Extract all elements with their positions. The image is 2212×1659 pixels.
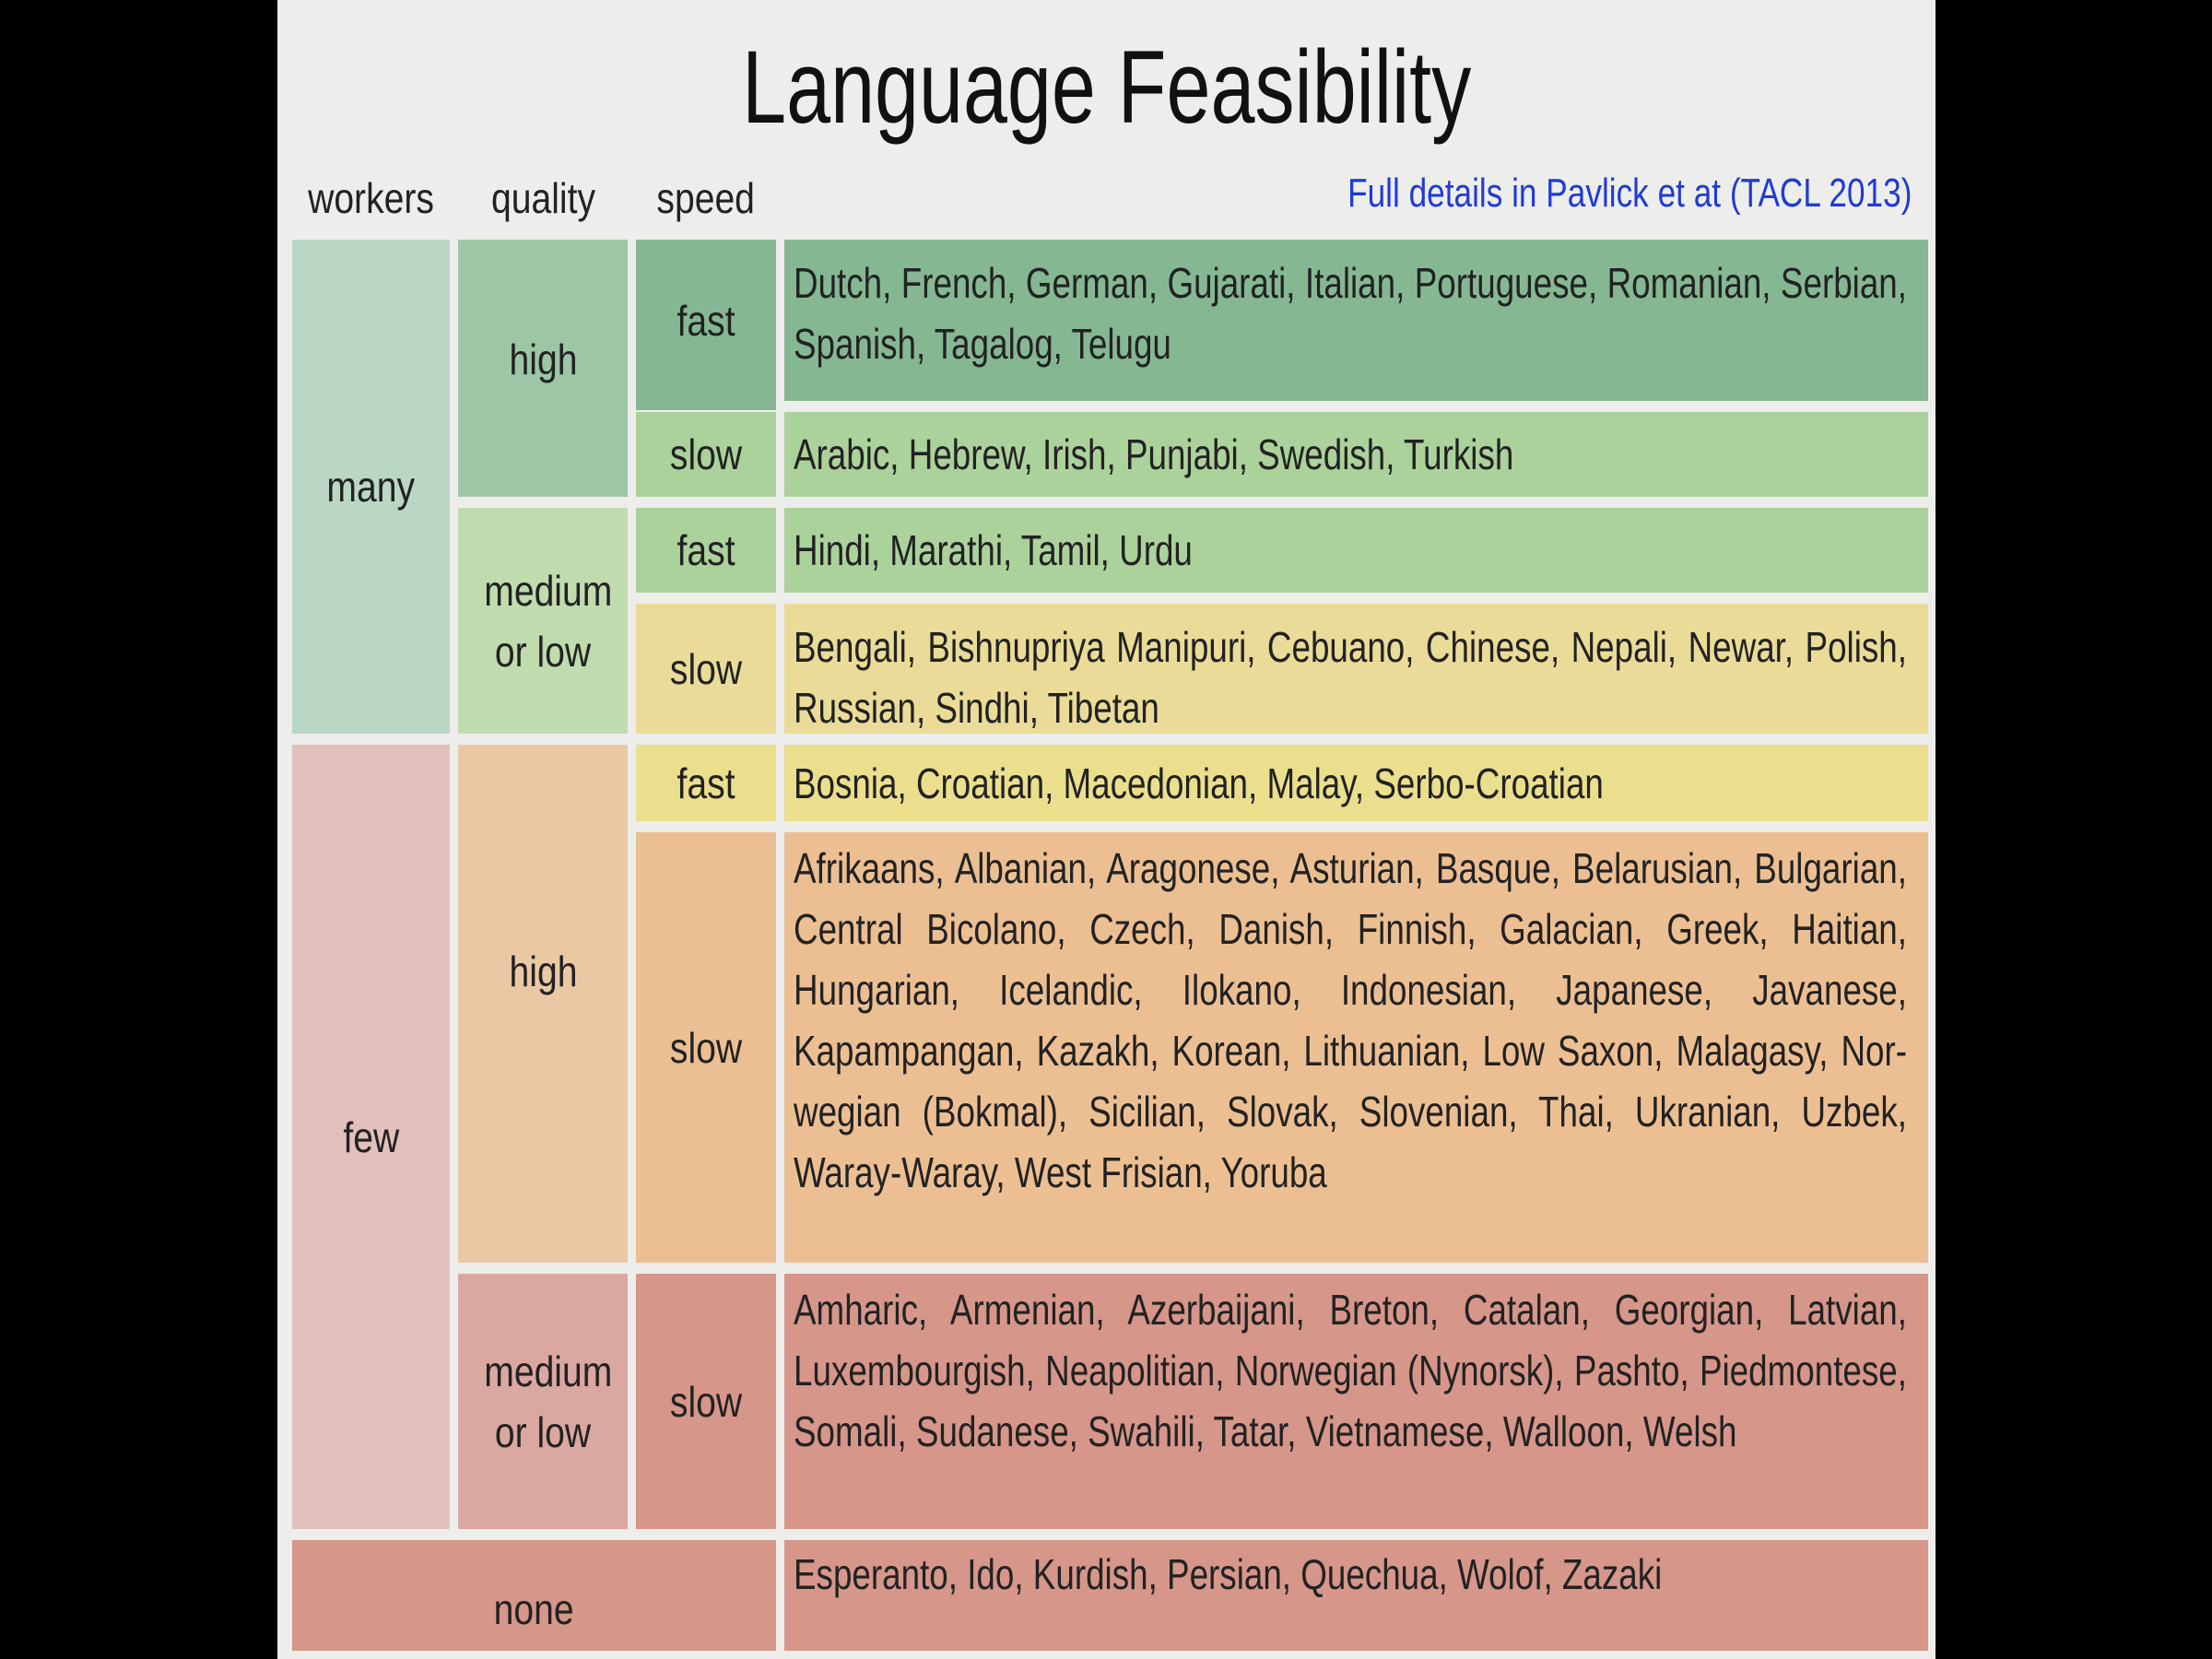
workers-none-label: none xyxy=(494,1585,574,1633)
languages-cell: Esperanto, Ido, Kurdish, Persian, Quechu… xyxy=(784,1540,1928,1651)
workers-few: few xyxy=(292,745,450,1529)
reference-link-text[interactable]: Full details in Pavlick et at (TACL 2013… xyxy=(1347,171,1912,216)
speed-label: slow xyxy=(669,644,743,693)
speed-label: fast xyxy=(677,759,735,807)
languages-cell: Afrikaans, Albanian, Aragonese, Asturian… xyxy=(784,832,1928,1263)
workers-none: none xyxy=(292,1540,776,1651)
languages-list: Bengali, Bishnupriya Manipuri, Cebuano, … xyxy=(794,623,1907,732)
languages-cell: Arabic, Hebrew, Irish, Punjabi, Swedish,… xyxy=(784,412,1928,497)
speed-label: slow xyxy=(669,1023,743,1072)
header-workers-label: workers xyxy=(308,174,434,222)
languages-list: Dutch, French, German, Gujarati, Italian… xyxy=(794,259,1907,368)
page-title: Language Feasibility xyxy=(277,28,1936,147)
header-workers: workers xyxy=(292,171,450,226)
languages-cell: Amharic, Armenian, Azerbaijani, Breton, … xyxy=(784,1274,1928,1529)
quality-high-label: high xyxy=(509,335,577,383)
workers-many: many xyxy=(292,240,450,734)
languages-list: Amharic, Armenian, Azerbaijani, Breton, … xyxy=(794,1286,1907,1455)
speed-cell: slow xyxy=(636,604,776,734)
quality-high-few: high xyxy=(458,745,628,1263)
speed-cell: fast xyxy=(636,745,776,821)
speed-label: slow xyxy=(669,430,743,478)
quality-medium-many: medium or low xyxy=(458,508,628,734)
languages-list: Hindi, Marathi, Tamil, Urdu xyxy=(794,526,1193,574)
languages-list: Afrikaans, Albanian, Aragonese, Asturian… xyxy=(794,844,1907,1196)
languages-cell: Bengali, Bishnupriya Manipuri, Cebuano, … xyxy=(784,604,1928,734)
speed-cell: fast xyxy=(636,508,776,593)
languages-cell: Hindi, Marathi, Tamil, Urdu xyxy=(784,508,1928,593)
speed-cell: slow xyxy=(636,412,776,497)
quality-medium-label: medium or low xyxy=(484,1347,613,1456)
quality-medium-few: medium or low xyxy=(458,1274,628,1529)
languages-cell: Bosnia, Croatian, Macedonian, Malay, Ser… xyxy=(784,745,1928,821)
slide: Language Feasibility workers quality spe… xyxy=(277,0,1936,1659)
languages-cell: Dutch, French, German, Gujarati, Italian… xyxy=(784,240,1928,401)
reference-link[interactable]: Full details in Pavlick et at (TACL 2013… xyxy=(1206,166,1912,221)
header-speed: speed xyxy=(636,171,776,226)
speed-cell: slow xyxy=(636,1274,776,1529)
languages-list: Arabic, Hebrew, Irish, Punjabi, Swedish,… xyxy=(794,430,1514,478)
quality-medium-label: medium or low xyxy=(484,566,613,676)
speed-label: fast xyxy=(677,526,735,574)
quality-high-label: high xyxy=(509,947,577,995)
quality-high-many: high xyxy=(458,240,628,497)
header-speed-label: speed xyxy=(656,174,756,222)
languages-list: Bosnia, Croatian, Macedonian, Malay, Ser… xyxy=(794,759,1604,807)
workers-many-label: many xyxy=(326,463,416,511)
speed-cell: fast xyxy=(636,240,776,410)
workers-few-label: few xyxy=(343,1112,399,1161)
speed-cell: slow xyxy=(636,832,776,1263)
speed-label: slow xyxy=(669,1377,743,1426)
languages-list: Esperanto, Ido, Kurdish, Persian, Quechu… xyxy=(794,1550,1663,1598)
header-quality-label: quality xyxy=(490,174,595,222)
speed-label: fast xyxy=(677,296,735,345)
title-text: Language Feasibility xyxy=(741,29,1472,145)
header-quality: quality xyxy=(458,171,628,226)
